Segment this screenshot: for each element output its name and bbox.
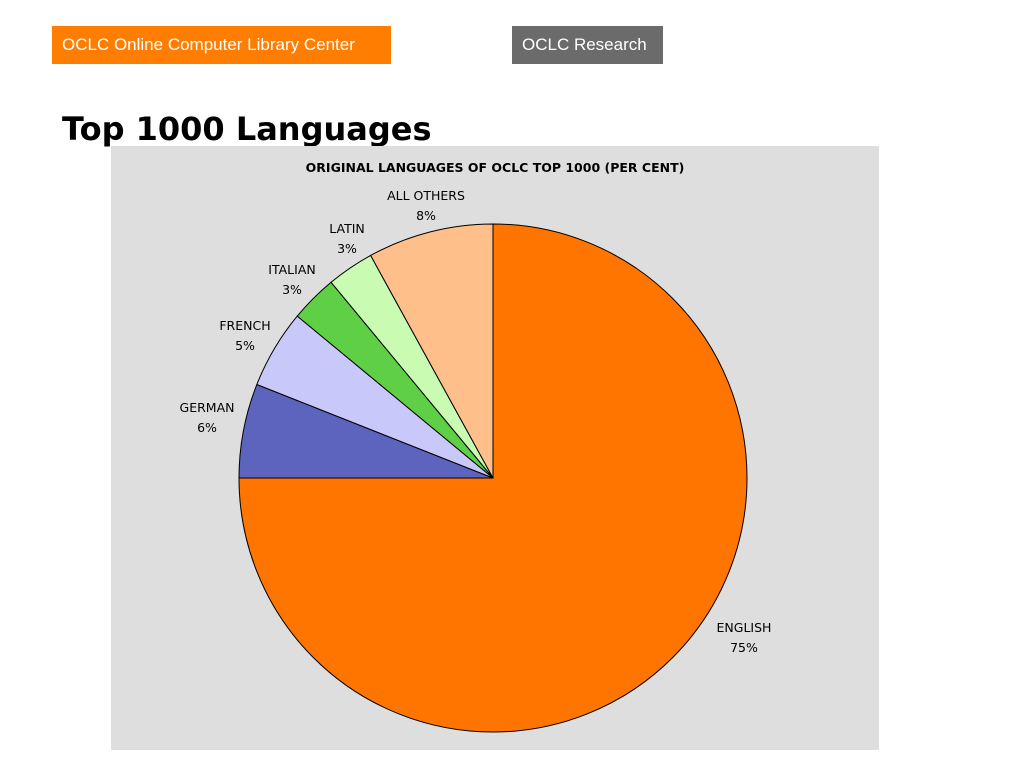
slice-value-english: 75% — [730, 640, 758, 655]
slice-value-italian: 3% — [282, 282, 302, 297]
slice-label-italian: ITALIAN — [268, 262, 315, 277]
slice-value-latin: 3% — [337, 241, 357, 256]
pie-labels: ENGLISH 75% GERMAN 6% FRENCH 5% ITALIAN 3% LATIN… — [180, 188, 772, 655]
oclc-home-link[interactable]: OCLC Online Computer Library Center — [52, 26, 391, 64]
page-title: Top 1000 Languages — [62, 110, 432, 148]
pie-chart-svg: ORIGINAL LANGUAGES OF OCLC TOP 1000 (PER… — [111, 146, 879, 750]
pie-slice-all-others — [369, 223, 494, 479]
pie-slices — [238, 223, 748, 733]
slice-value-german: 6% — [197, 420, 217, 435]
slice-label-all-others: ALL OTHERS — [387, 188, 465, 203]
slice-label-german: GERMAN — [180, 400, 235, 415]
pie-slice-english — [238, 223, 748, 733]
chart-title: ORIGINAL LANGUAGES OF OCLC TOP 1000 (PER… — [306, 160, 685, 175]
slice-label-english: ENGLISH — [717, 620, 772, 635]
pie-chart: ORIGINAL LANGUAGES OF OCLC TOP 1000 (PER… — [111, 146, 879, 750]
slice-value-all-others: 8% — [416, 208, 436, 223]
slice-value-french: 5% — [235, 338, 255, 353]
slice-label-french: FRENCH — [219, 318, 270, 333]
oclc-research-link[interactable]: OCLC Research — [512, 26, 663, 64]
slice-label-latin: LATIN — [329, 221, 365, 236]
